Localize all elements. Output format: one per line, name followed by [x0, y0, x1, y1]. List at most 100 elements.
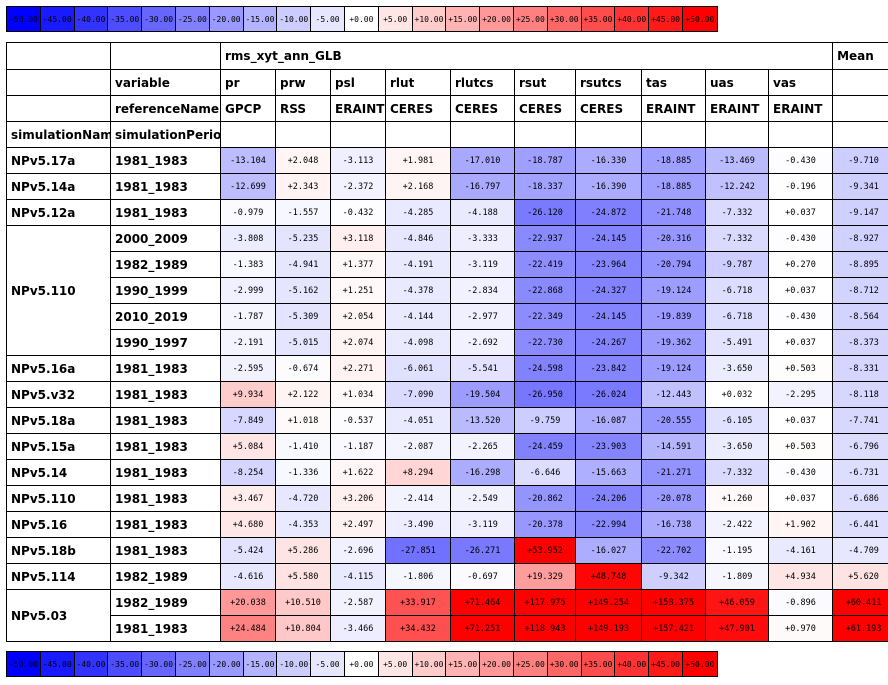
mean-cell: -8.564: [832, 303, 888, 330]
colorbar-bottom-tick-9: -5.00: [311, 652, 345, 676]
colorbar-top-tick-9: -5.00: [311, 7, 345, 31]
value-cell: -22.994: [575, 511, 642, 538]
colorbar-bottom-tick-5: -25.00: [175, 652, 210, 676]
value-cell: -19.124: [641, 355, 706, 382]
value-cell: +5.286: [275, 537, 331, 564]
value-cell: -4.353: [275, 511, 331, 538]
value-cell: -21.271: [641, 459, 706, 486]
reference-header: GPCP: [220, 95, 276, 122]
value-cell: -3.119: [450, 251, 515, 278]
value-cell: -9.759: [514, 407, 576, 434]
value-cell: -4.378: [385, 277, 451, 304]
variable-header: prw: [275, 69, 331, 96]
value-cell: -26.120: [514, 199, 576, 226]
mean-cell: -6.441: [832, 511, 888, 538]
value-cell: -13.520: [450, 407, 515, 434]
value-cell: -2.372: [330, 173, 386, 200]
value-cell: -19.124: [641, 277, 706, 304]
value-cell: -4.616: [220, 563, 276, 590]
reference-header: ERAINT: [767, 95, 834, 122]
mean-cell: -8.712: [832, 277, 888, 304]
value-cell: +9.934: [220, 381, 276, 408]
simulation-name: NPv5.12a: [6, 199, 111, 226]
value-cell: +3.206: [330, 485, 386, 512]
value-cell: +149.254: [575, 589, 642, 616]
value-cell: -27.851: [385, 537, 451, 564]
colorbar-bottom-tick-13: +15.00: [446, 652, 481, 676]
portrait-table: rms_xyt_ann_GLB Mean variable pr prw psl rlut r…: [6, 42, 888, 642]
simulation-name: NPv5.16a: [6, 355, 111, 382]
colorbar-bottom-tick-20: +50.00: [682, 652, 717, 676]
variable-header: rsut: [514, 69, 576, 96]
value-cell: +118.943: [514, 615, 576, 642]
value-cell: -4.941: [275, 251, 331, 278]
simulation-name: NPv5.14a: [6, 173, 111, 200]
value-cell: +0.970: [767, 615, 834, 642]
value-cell: +24.484: [220, 615, 276, 642]
value-cell: -4.846: [385, 225, 451, 252]
value-cell: +1.377: [330, 251, 386, 278]
value-cell: -26.024: [575, 381, 642, 408]
value-cell: +2.497: [330, 511, 386, 538]
corner-empty: [6, 69, 111, 96]
simulation-period: 2000_2009: [110, 225, 221, 252]
value-cell: +33.917: [385, 589, 451, 616]
value-cell: -26.950: [514, 381, 576, 408]
value-cell: -19.362: [641, 329, 706, 356]
value-cell: -1.809: [705, 563, 769, 590]
colorbar-top-tick-13: +15.00: [446, 7, 481, 31]
colorbar-bottom-tick-3: -35.00: [108, 652, 143, 676]
variable-header: rlutcs: [450, 69, 515, 96]
simulation-name: NPv5.18a: [6, 407, 111, 434]
colorbar-top-tick-20: +50.00: [682, 7, 717, 31]
reference-header: CERES: [575, 95, 642, 122]
colorbar-top-tick-15: +25.00: [513, 7, 548, 31]
value-cell: +0.037: [767, 199, 834, 226]
simulation-period: 1981_1983: [110, 381, 221, 408]
value-cell: +5.580: [275, 563, 331, 590]
value-cell: -6.718: [705, 303, 769, 330]
value-cell: +71.464: [450, 589, 515, 616]
empty-cell: [767, 121, 834, 148]
value-cell: +0.503: [767, 433, 834, 460]
mean-cell: -6.796: [832, 433, 888, 460]
value-cell: -22.702: [641, 537, 706, 564]
value-cell: -4.188: [450, 199, 515, 226]
colorbar-bottom-tick-19: +45.00: [649, 652, 683, 676]
value-cell: -5.162: [275, 277, 331, 304]
value-cell: -1.383: [220, 251, 276, 278]
value-cell: -5.309: [275, 303, 331, 330]
reference-header: ERAINT: [705, 95, 769, 122]
table-title: rms_xyt_ann_GLB: [219, 42, 834, 70]
value-cell: -0.430: [767, 303, 834, 330]
empty-cell: [641, 121, 706, 148]
value-cell: -2.692: [450, 329, 515, 356]
colorbar-top-tick-18: +40.00: [615, 7, 650, 31]
value-cell: -4.115: [330, 563, 386, 590]
empty-cell: [832, 95, 888, 122]
value-cell: -12.699: [220, 173, 276, 200]
variable-header: rlut: [385, 69, 451, 96]
simulation-name: NPv5.18b: [6, 537, 111, 564]
colorbar-top-tick-11: +5.00: [378, 7, 413, 31]
mean-cell: -8.373: [832, 329, 888, 356]
row-label-simulation-name: simulationName: [6, 121, 111, 148]
value-cell: +2.122: [275, 381, 331, 408]
mean-cell: -9.147: [832, 199, 888, 226]
colorbar-top: -50.00 -45.00 -40.00 -35.00 -30.00 -25.00 -20.…: [6, 6, 718, 32]
value-cell: -0.537: [330, 407, 386, 434]
variable-header: uas: [705, 69, 769, 96]
value-cell: +1.622: [330, 459, 386, 486]
simulation-name: NPv5.110: [6, 225, 111, 356]
value-cell: +0.032: [705, 381, 769, 408]
colorbar-bottom-tick-7: -15.00: [243, 652, 278, 676]
value-cell: -4.285: [385, 199, 451, 226]
value-cell: -26.271: [450, 537, 515, 564]
value-cell: -24.206: [575, 485, 642, 512]
value-cell: -22.868: [514, 277, 576, 304]
mean-cell: -9.710: [832, 147, 888, 174]
simulation-period: 1990_1999: [110, 277, 221, 304]
value-cell: -12.443: [641, 381, 706, 408]
colorbar-bottom-tick-15: +25.00: [513, 652, 548, 676]
value-cell: -2.999: [220, 277, 276, 304]
